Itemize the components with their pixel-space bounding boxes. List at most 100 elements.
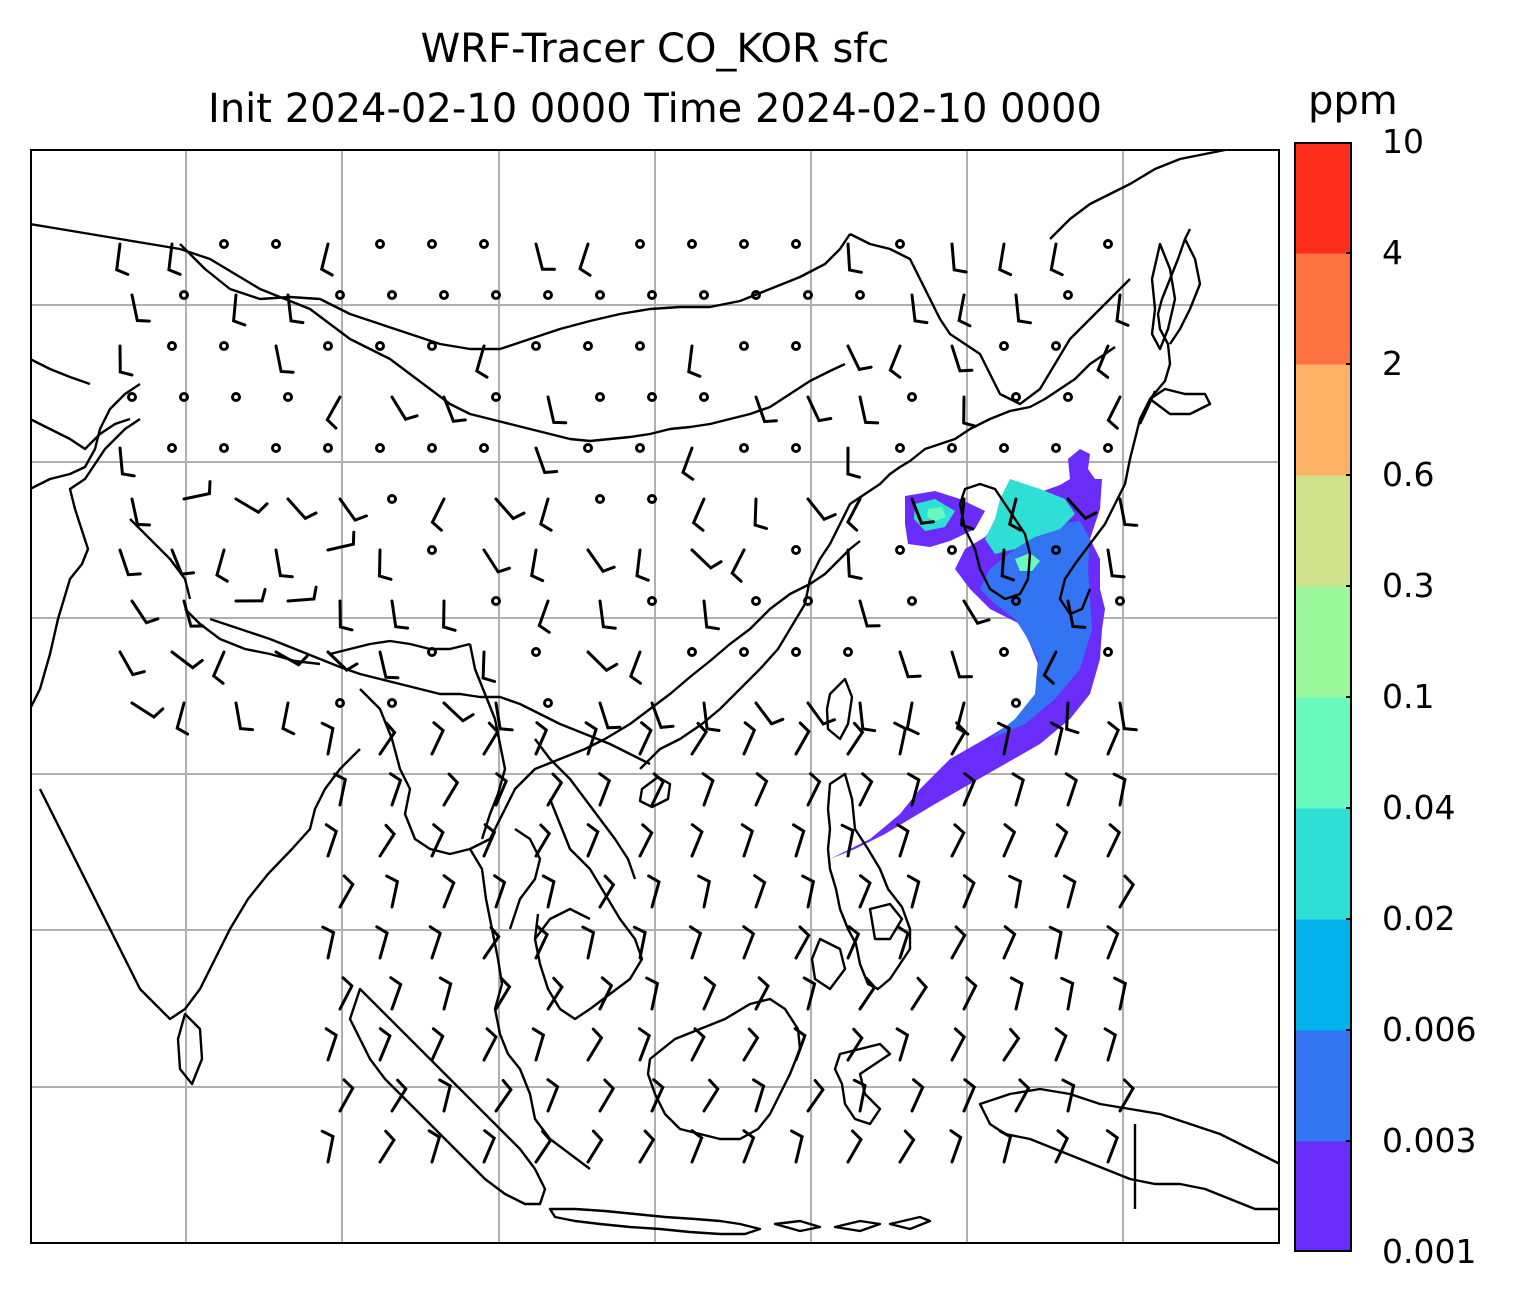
wind-barb bbox=[702, 976, 717, 1011]
wind-barb bbox=[628, 650, 642, 685]
calm-wind-circle bbox=[375, 443, 385, 453]
wind-barb bbox=[598, 976, 614, 1011]
wind-barb bbox=[546, 395, 568, 425]
coastline-china bbox=[639, 346, 1116, 770]
wind-barb bbox=[962, 772, 977, 807]
wind-barb bbox=[115, 242, 130, 276]
wind-barb bbox=[840, 823, 855, 858]
wind-barb bbox=[638, 721, 653, 756]
wind-barb bbox=[858, 599, 881, 628]
wind-barb bbox=[794, 925, 811, 960]
wind-barb bbox=[234, 497, 269, 515]
wind-barb bbox=[442, 599, 457, 632]
wind-barb bbox=[378, 823, 396, 858]
coastline-indochina bbox=[469, 540, 861, 1021]
wind-barb bbox=[286, 497, 318, 521]
wind-barb bbox=[482, 1129, 497, 1164]
wind-barb bbox=[534, 823, 552, 858]
wind-barb bbox=[481, 650, 497, 683]
calm-wind-circle bbox=[491, 290, 501, 300]
wind-barb bbox=[638, 823, 654, 858]
wind-barb bbox=[697, 874, 712, 909]
wind-barb bbox=[546, 976, 564, 1011]
calm-wind-circle bbox=[231, 392, 241, 402]
wind-barb bbox=[390, 395, 419, 421]
wind-barb bbox=[846, 1027, 864, 1062]
wind-barb bbox=[910, 497, 935, 525]
colorbar-segment bbox=[1294, 475, 1352, 587]
wind-barb bbox=[586, 548, 616, 574]
coastline-taiwan bbox=[825, 677, 854, 741]
wind-barb bbox=[888, 344, 902, 379]
wind-barb bbox=[211, 650, 226, 685]
calm-wind-circle bbox=[791, 341, 801, 351]
calm-wind-circle bbox=[219, 341, 229, 351]
wind-barb bbox=[962, 976, 978, 1011]
wind-barb bbox=[1112, 772, 1127, 807]
calm-wind-circle bbox=[687, 239, 697, 249]
wind-barb bbox=[338, 599, 354, 632]
wind-barb bbox=[130, 497, 151, 527]
wind-barb bbox=[598, 701, 622, 730]
colorbar-segment bbox=[1294, 364, 1352, 476]
border-himalaya bbox=[184, 608, 471, 666]
wind-barb bbox=[962, 1078, 977, 1113]
wind-barb bbox=[118, 548, 142, 577]
wind-barb bbox=[742, 925, 756, 960]
wind-barb bbox=[1002, 925, 1017, 960]
wind-barb bbox=[895, 1027, 910, 1062]
wind-barb bbox=[321, 925, 336, 960]
wind-barb bbox=[324, 1027, 338, 1062]
wind-barb bbox=[182, 480, 212, 501]
wind-barb bbox=[1062, 874, 1077, 909]
wind-barb bbox=[1008, 874, 1023, 909]
wind-barb bbox=[846, 1129, 863, 1164]
wind-barb bbox=[792, 823, 806, 858]
wind-barb bbox=[326, 530, 356, 552]
calm-wind-circle bbox=[739, 647, 749, 657]
wind-barb bbox=[753, 497, 768, 530]
calm-wind-circle bbox=[427, 443, 437, 453]
calm-wind-circle bbox=[583, 443, 593, 453]
wind-barb bbox=[1049, 242, 1064, 277]
wind-barb bbox=[790, 1129, 804, 1164]
wind-barb bbox=[702, 1078, 720, 1113]
calm-wind-circle bbox=[791, 443, 801, 453]
calm-wind-circle bbox=[947, 545, 957, 555]
colorbar-tick-label: 0.003 bbox=[1382, 1121, 1477, 1160]
wind-barb bbox=[428, 925, 442, 960]
wind-barb bbox=[325, 395, 342, 430]
wind-barb bbox=[286, 293, 305, 325]
coastline-japan bbox=[1058, 228, 1192, 616]
colorbar-tick-label: 0.006 bbox=[1382, 1010, 1477, 1049]
calm-wind-circle bbox=[479, 443, 489, 453]
calm-wind-circle bbox=[323, 443, 333, 453]
calm-wind-circle bbox=[427, 545, 437, 555]
wind-barb bbox=[170, 650, 204, 670]
wind-barb bbox=[1066, 497, 1098, 521]
calm-wind-circle bbox=[739, 443, 749, 453]
colorbar-tick-label: 2 bbox=[1382, 344, 1403, 383]
calm-wind-circle bbox=[179, 392, 189, 402]
calm-wind-circle bbox=[843, 647, 853, 657]
wind-barb bbox=[997, 721, 1011, 756]
calm-wind-circle bbox=[595, 290, 605, 300]
calm-wind-circle bbox=[999, 647, 1009, 657]
wind-barb bbox=[385, 874, 400, 909]
wind-barb bbox=[494, 772, 509, 807]
calm-wind-circle bbox=[803, 596, 813, 606]
wind-barb bbox=[442, 874, 456, 909]
wind-barb bbox=[546, 1078, 560, 1113]
wind-barb bbox=[632, 925, 647, 960]
colorbar-segment bbox=[1294, 1141, 1352, 1252]
calm-wind-circle bbox=[947, 443, 957, 453]
wind-barb bbox=[950, 650, 973, 679]
wind-barb bbox=[754, 395, 778, 424]
calm-wind-circle bbox=[219, 239, 229, 249]
coastline-java bbox=[548, 1207, 762, 1236]
colorbar-tick-label: 0.1 bbox=[1382, 677, 1435, 716]
calm-wind-circle bbox=[635, 341, 645, 351]
calm-wind-circle bbox=[375, 341, 385, 351]
calm-wind-circle bbox=[595, 494, 605, 504]
calm-wind-circle bbox=[739, 341, 749, 351]
